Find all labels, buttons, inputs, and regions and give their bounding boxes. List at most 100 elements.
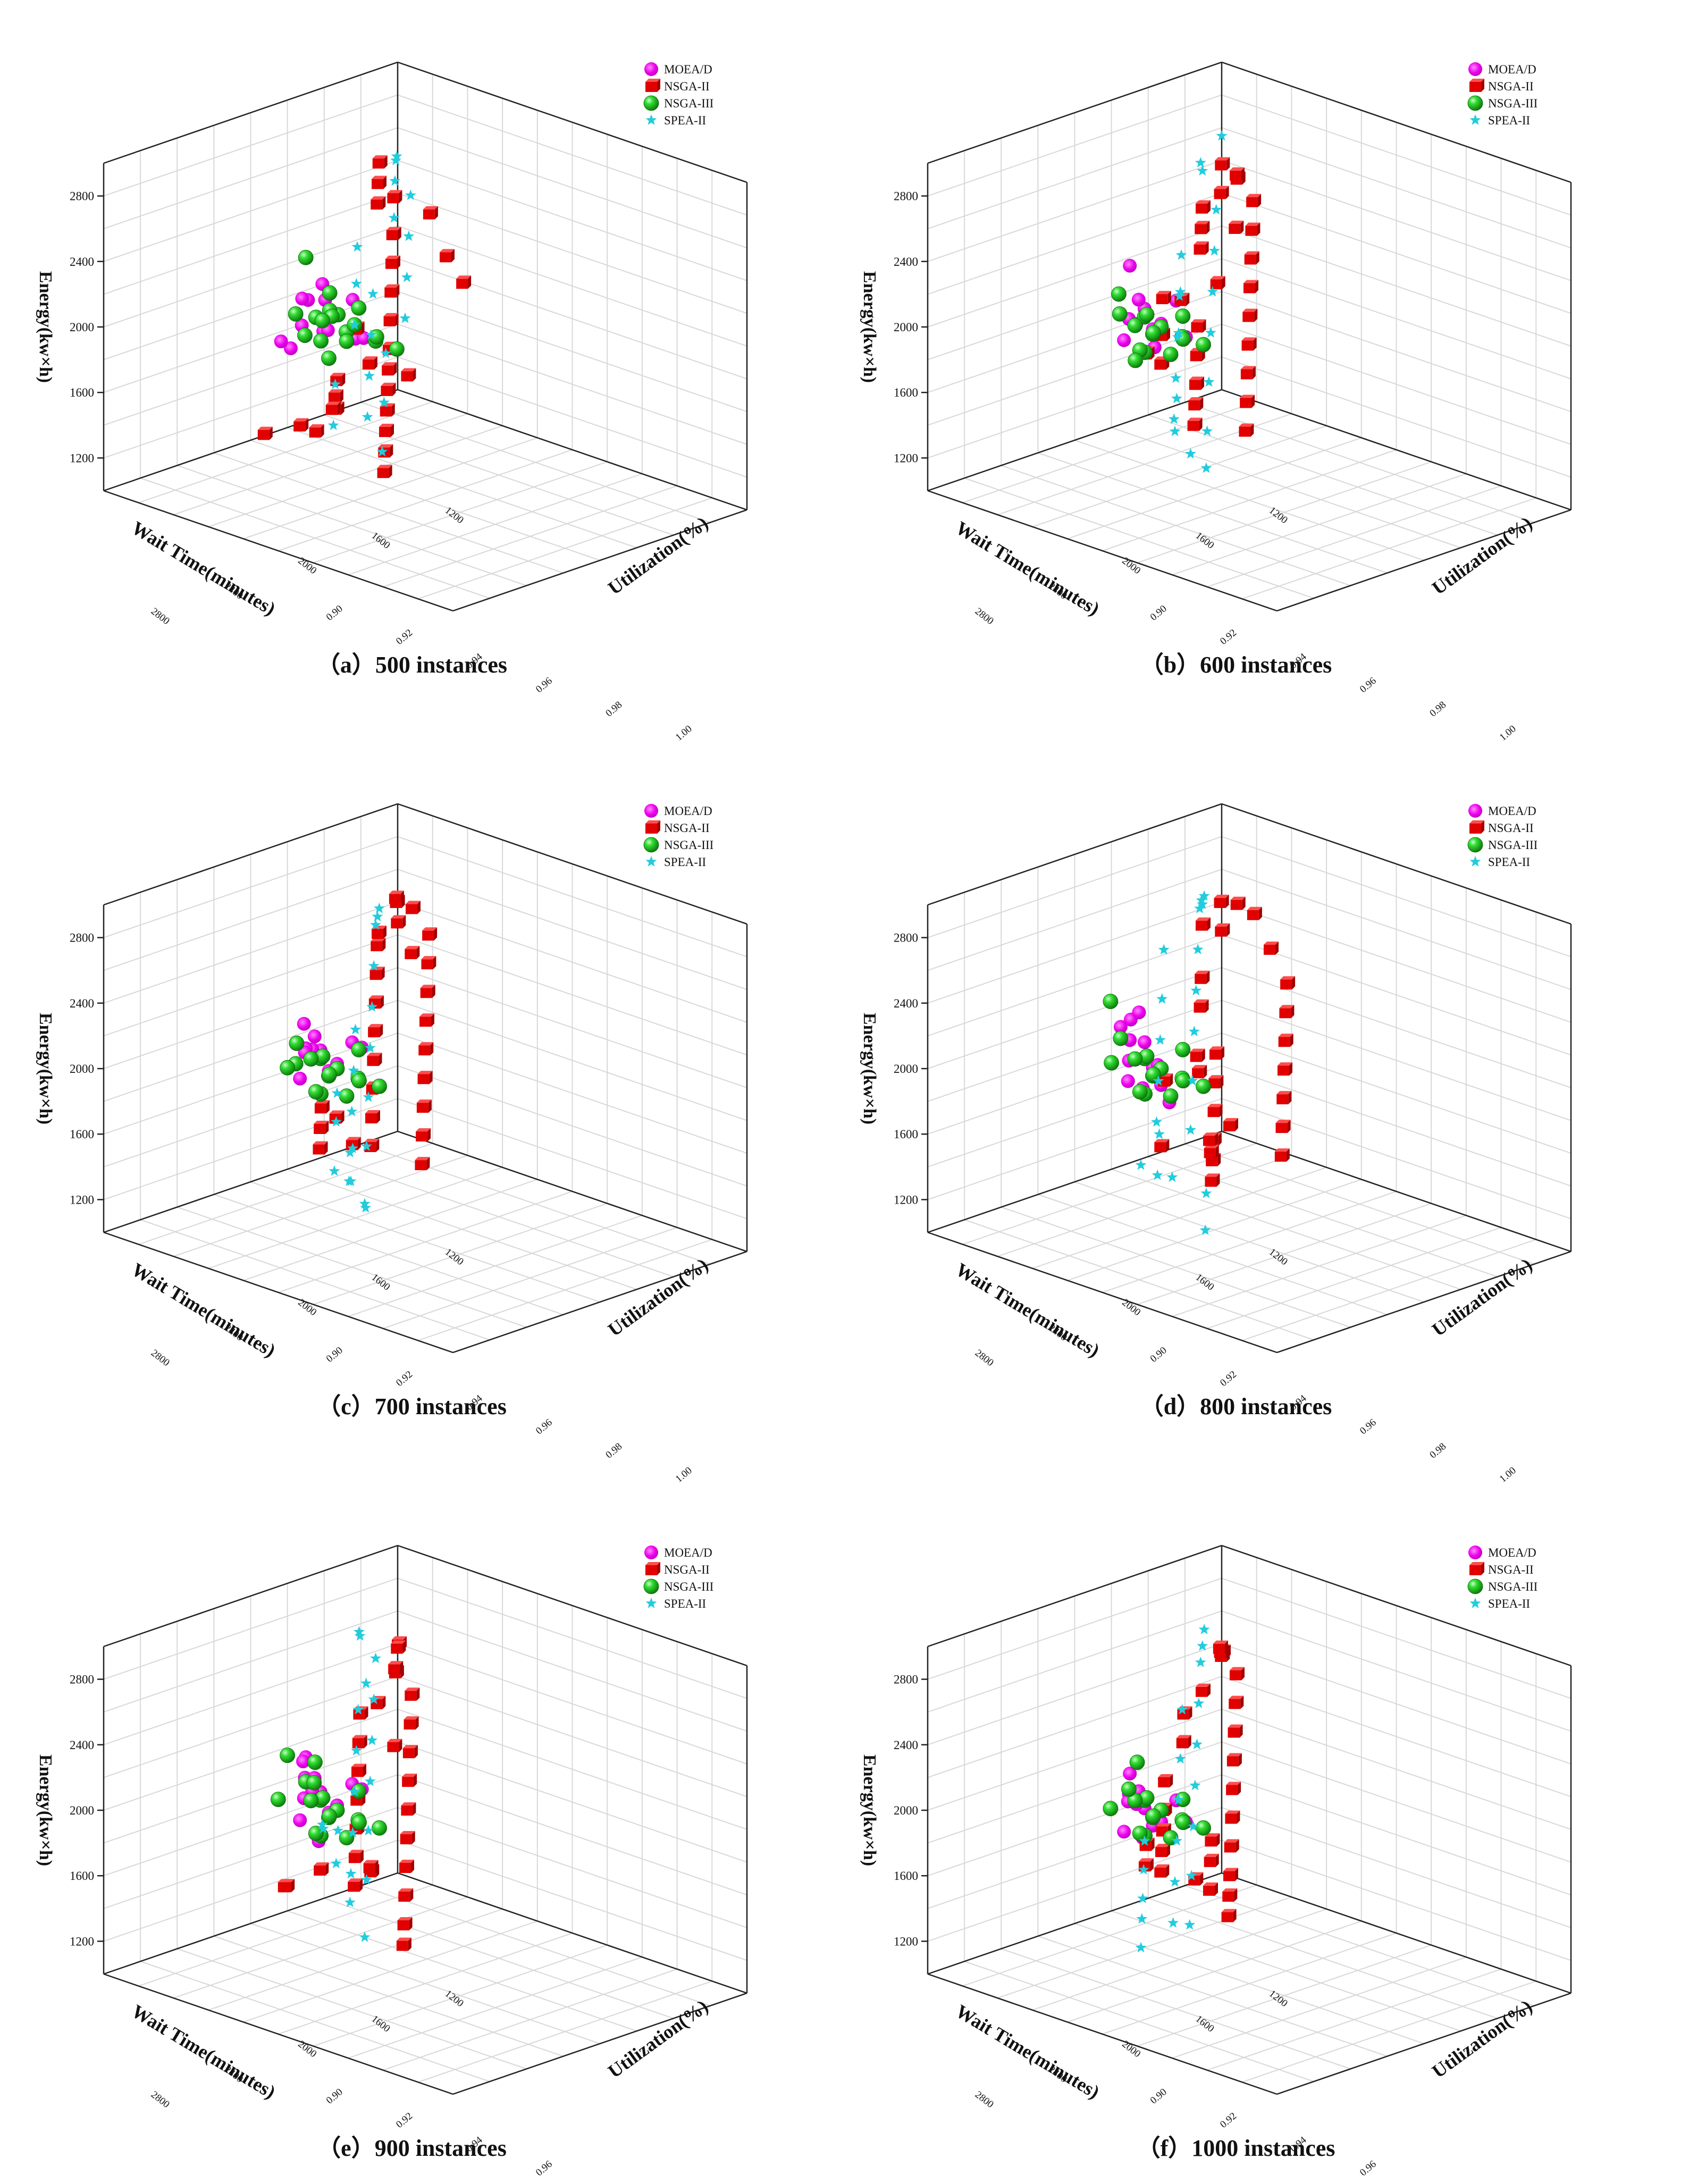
legend-marker: [1469, 114, 1481, 125]
cube-side: [384, 155, 388, 169]
data-point: [368, 960, 380, 971]
cube-side: [1204, 1065, 1207, 1079]
cube-side: [416, 1687, 420, 1701]
cube-side: [291, 1879, 295, 1893]
z-tick-label: 1600: [70, 1128, 94, 1141]
cube-front: [1195, 973, 1207, 984]
cube-top: [421, 956, 436, 960]
box-edge: [927, 1544, 1222, 1648]
cube-side: [1218, 1132, 1222, 1146]
cube-side: [1201, 1048, 1205, 1062]
cube-side: [434, 206, 438, 220]
cube-front: [401, 1805, 413, 1816]
cube-top: [1176, 1735, 1191, 1738]
cube-side: [374, 356, 377, 370]
z-tick-label: 1200: [70, 1935, 94, 1948]
cube-front: [645, 1565, 657, 1575]
data-point: [349, 319, 360, 330]
data-point: [1171, 392, 1182, 404]
legend-marker: [1469, 856, 1481, 867]
series-spea-ii: [1135, 890, 1212, 1235]
data-point: [423, 206, 438, 220]
cube-top: [417, 1071, 433, 1074]
cube-front: [1215, 160, 1227, 171]
cube-side: [390, 444, 393, 458]
cube-front: [420, 988, 432, 998]
cube-front: [325, 405, 338, 415]
data-point: [368, 995, 384, 1009]
data-point: [1154, 1128, 1165, 1139]
cube-front: [1226, 1785, 1238, 1795]
cube-front: [1222, 1892, 1234, 1902]
data-point: [370, 919, 381, 930]
cube-front: [1196, 1686, 1208, 1697]
data-point: [1192, 1065, 1207, 1079]
data-point: [270, 1792, 286, 1807]
x-tick-label: 2800: [973, 1347, 996, 1368]
z-tick-label: 1600: [894, 1128, 918, 1141]
cube-side: [415, 1716, 419, 1730]
data-point: [389, 175, 401, 186]
legend-label: SPEA-II: [664, 1597, 706, 1610]
cube-top: [1155, 1844, 1170, 1847]
cube-top: [1276, 1091, 1292, 1095]
data-point: [1196, 337, 1211, 352]
data-point: [330, 379, 341, 389]
cube-side: [376, 1139, 380, 1152]
data-point: [1278, 1034, 1293, 1047]
caption: （b）600 instances: [1140, 652, 1332, 678]
cube-side: [391, 403, 395, 417]
cube-front: [293, 421, 306, 432]
legend-marker: [1469, 1562, 1484, 1575]
cube-front: [1277, 1065, 1289, 1076]
cube-side: [1252, 366, 1256, 380]
cube-front: [1203, 1136, 1215, 1146]
cube-front: [348, 1881, 360, 1892]
data-point: [295, 291, 309, 306]
cube-top: [352, 1735, 367, 1738]
data-point: [361, 1874, 372, 1885]
legend-label: NSGA-II: [664, 1563, 710, 1576]
cube-front: [1210, 279, 1222, 290]
z-tick-label: 1200: [894, 1935, 918, 1948]
y-tick-label: 0.90: [1148, 1345, 1169, 1364]
legend: MOEA/D NSGA-II NSGA-III SPEA-II: [1467, 804, 1537, 869]
cube-top: [1239, 423, 1254, 427]
cube-top: [1275, 1120, 1291, 1123]
data-point: [372, 1820, 387, 1836]
data-point: [280, 1060, 296, 1076]
data-point: [274, 334, 288, 349]
data-point: [303, 1051, 319, 1067]
cube-top: [389, 891, 404, 894]
cube-front: [1190, 1052, 1202, 1062]
series-nsga-ii: [278, 1636, 420, 1951]
data-point: [1176, 1735, 1191, 1749]
cube-front: [1196, 920, 1208, 931]
cube-side: [1241, 167, 1245, 181]
cube-top: [293, 418, 309, 422]
data-point: [371, 938, 386, 952]
z-tick-label: 2800: [894, 931, 918, 945]
data-point: [1222, 1888, 1238, 1902]
cube-side: [1215, 1882, 1218, 1896]
cube-front: [257, 430, 270, 440]
data-point: [1246, 194, 1262, 207]
data-point: [1208, 1075, 1224, 1089]
cube-side: [382, 1696, 386, 1709]
data-point: [439, 249, 455, 263]
cube-side: [393, 362, 397, 376]
box-edge: [397, 1130, 747, 1253]
gridline: [243, 1179, 538, 1281]
cube-top: [1230, 1667, 1245, 1670]
gridline: [348, 1215, 643, 1317]
cube-side: [1205, 999, 1209, 1013]
legend-label: NSGA-III: [1488, 838, 1537, 852]
cube-top: [1188, 397, 1204, 400]
cube-side: [451, 249, 455, 263]
cube-top: [362, 356, 377, 360]
data-point: [390, 154, 401, 165]
legend-label: MOEA/D: [1488, 63, 1536, 76]
data-point: [1185, 1124, 1196, 1135]
cube-side: [1251, 394, 1255, 408]
cube-side: [1235, 1118, 1238, 1131]
